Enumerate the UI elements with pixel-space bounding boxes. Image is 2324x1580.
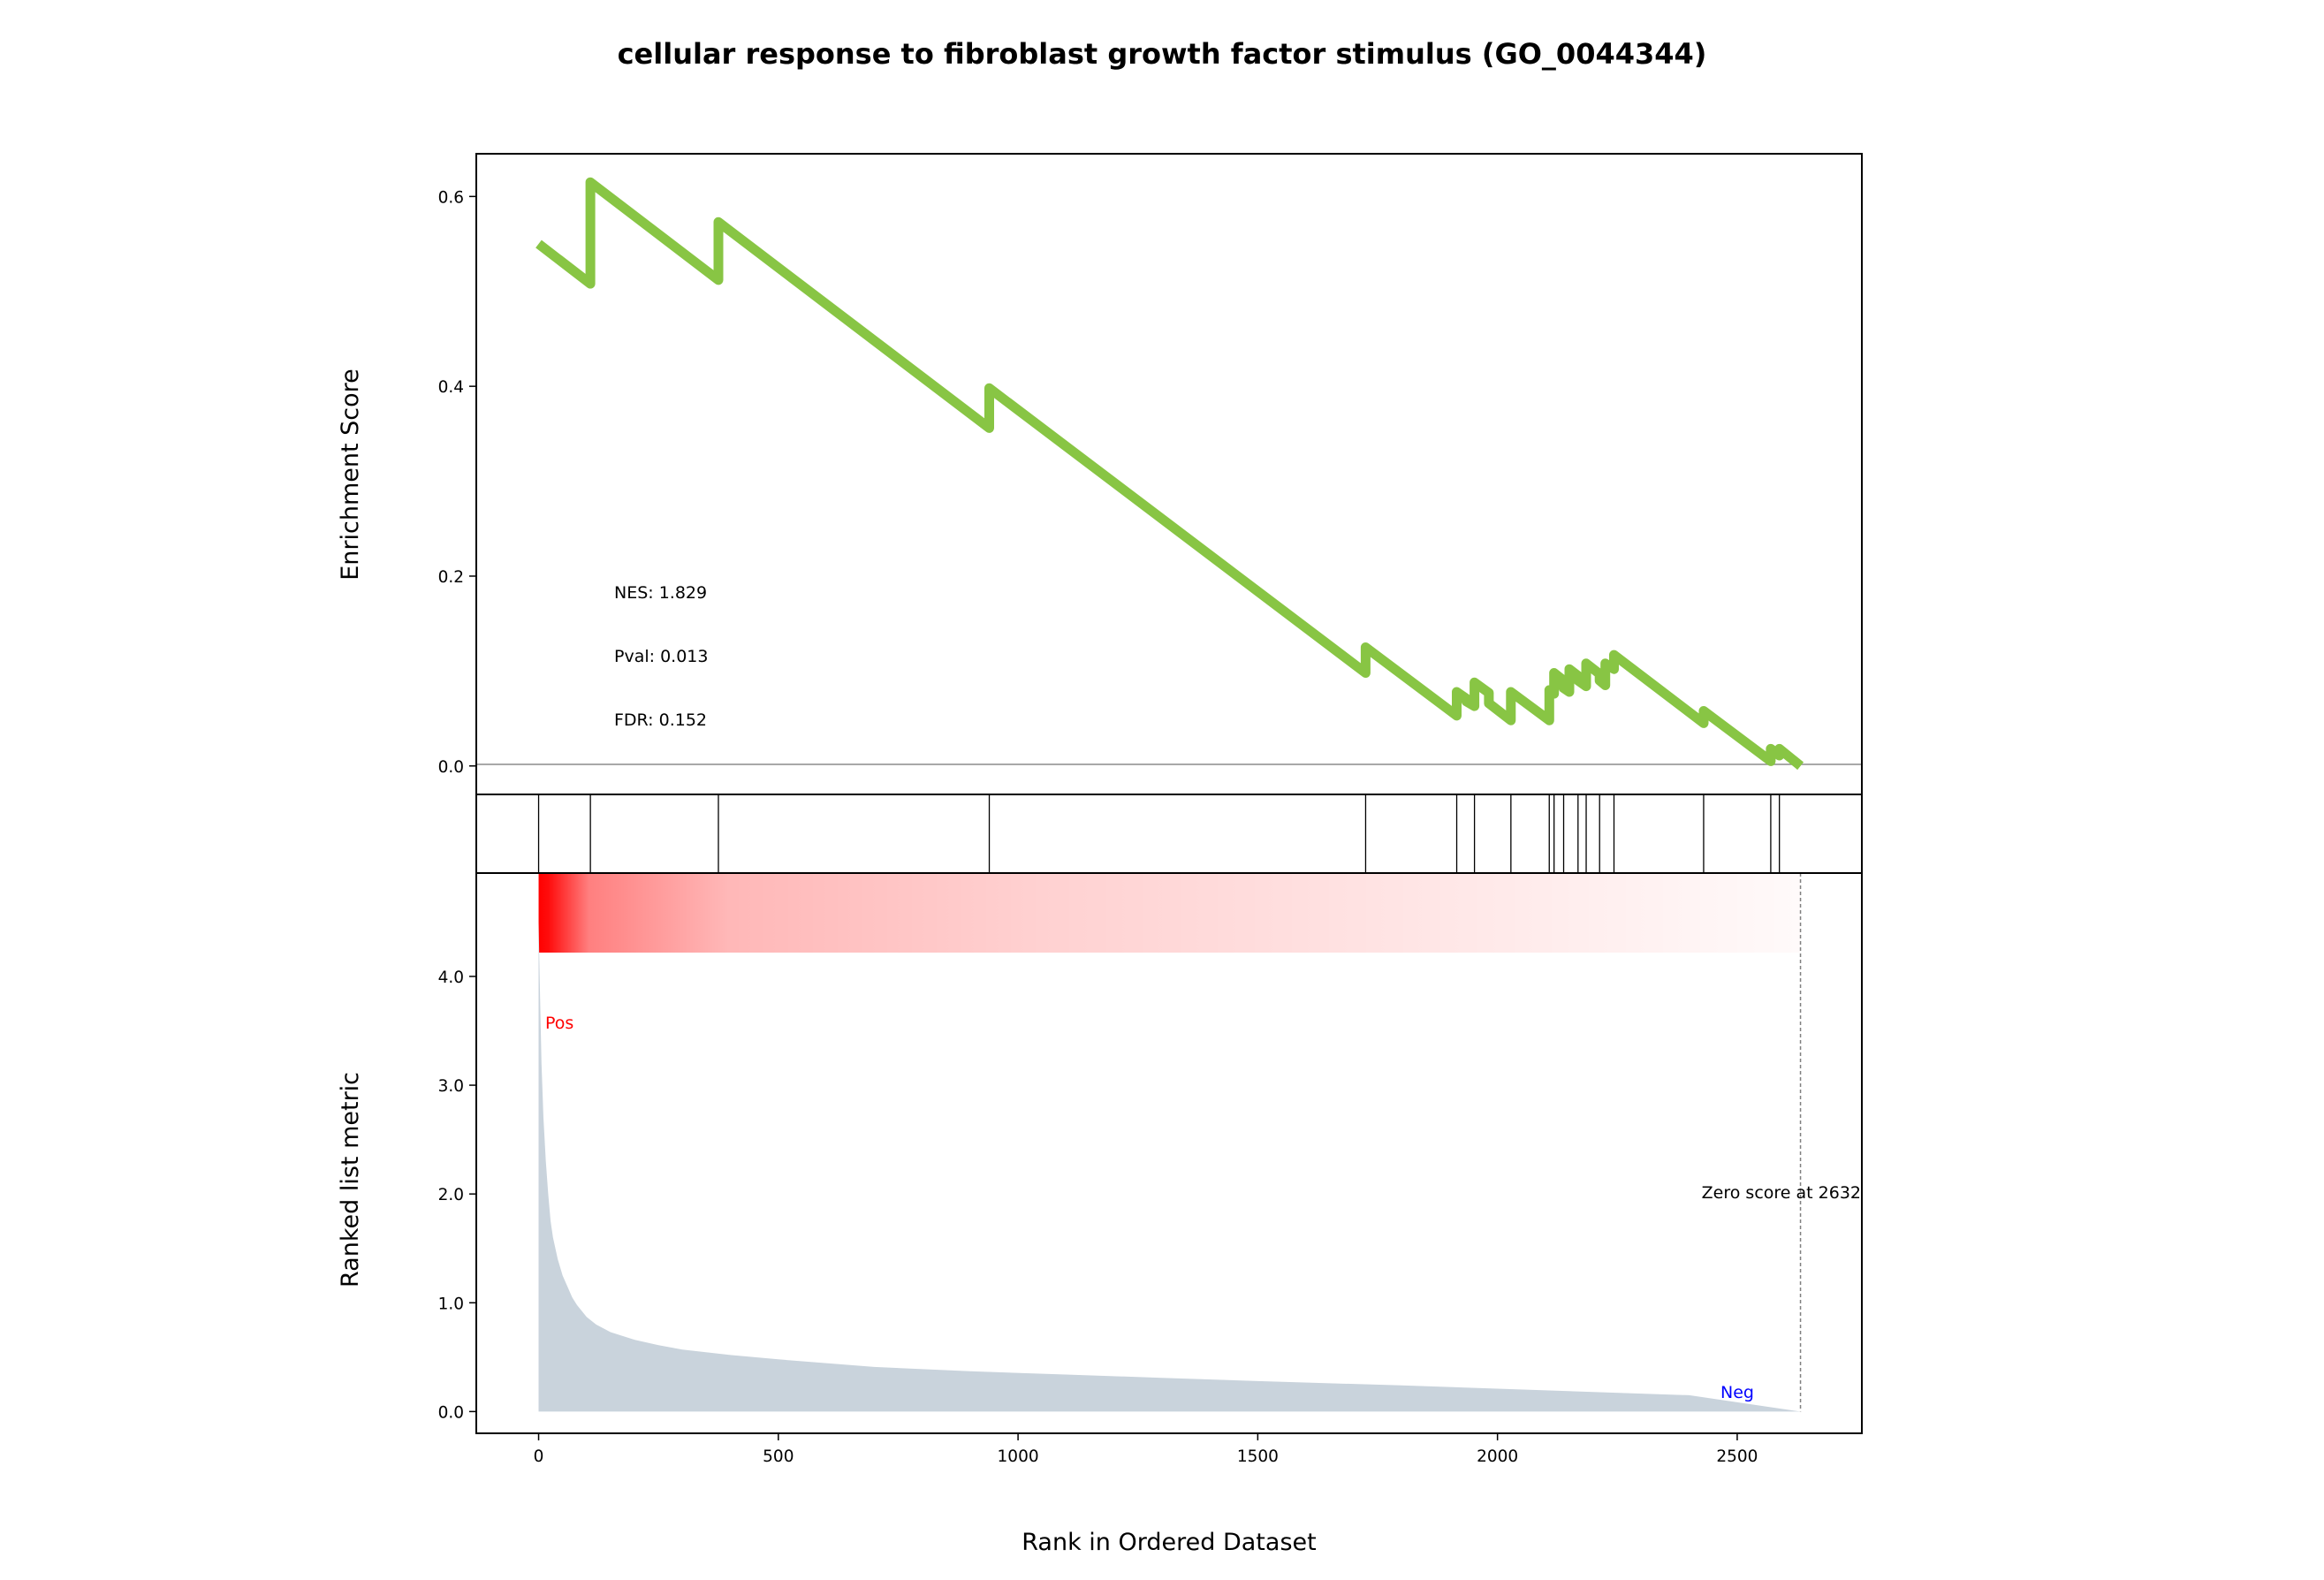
pval-label: Pval: 0.013: [614, 647, 708, 666]
ranked-metric-area: [538, 922, 1801, 1412]
chart-title: cellular response to fibroblast growth f…: [618, 37, 1707, 71]
metric-panel: 0.0 1.0 2.0 3.0 4.0 Ranked list metric Pos N…: [337, 872, 1863, 1434]
rank-gradient-bar: [538, 873, 1801, 953]
hits-panel-frame: [475, 794, 1863, 874]
es-y-axis: 0.0 0.2 0.4 0.6: [438, 188, 476, 777]
metric-y-axis-label: Ranked list metric: [337, 1072, 364, 1288]
metric-y-tick-label: 2.0: [438, 1186, 464, 1204]
zero-score-label: Zero score at 2632: [1702, 1183, 1861, 1203]
es-y-tick-label: 0.0: [438, 758, 464, 777]
hits-panel: [475, 794, 1863, 874]
x-tick-label: 500: [763, 1447, 794, 1466]
x-tick-label: 1000: [998, 1447, 1039, 1466]
running-es-line: [535, 177, 1804, 771]
metric-y-tick-label: 4.0: [438, 969, 464, 987]
es-y-tick-label: 0.6: [438, 188, 464, 207]
x-axis: 0 500 1000 1500 2000 2500: [534, 1433, 1758, 1466]
nes-label: NES: 1.829: [614, 583, 707, 603]
x-tick-label: 2500: [1716, 1447, 1758, 1466]
es-y-tick-label: 0.4: [438, 378, 464, 397]
es-y-tick-label: 0.2: [438, 568, 464, 587]
metric-y-axis: 0.0 1.0 2.0 3.0 4.0: [438, 969, 476, 1422]
fdr-label: FDR: 0.152: [614, 710, 707, 730]
metric-y-tick-label: 0.0: [438, 1403, 464, 1422]
es-panel: 0.0 0.2 0.4 0.6 Enrichment Score NES: 1.829…: [337, 153, 1863, 795]
metric-y-tick-label: 3.0: [438, 1077, 464, 1096]
gene-hit-markers: [537, 794, 1781, 873]
metric-panel-frame: [475, 872, 1863, 1434]
pos-label: Pos: [545, 1014, 573, 1033]
x-tick-label: 1500: [1237, 1447, 1279, 1466]
x-tick-label: 2000: [1477, 1447, 1518, 1466]
running-es-series: [535, 177, 1804, 771]
metric-y-tick-label: 1.0: [438, 1295, 464, 1313]
x-axis-label: Rank in Ordered Dataset: [1021, 1529, 1316, 1556]
x-tick-label: 0: [534, 1447, 544, 1466]
es-y-axis-label: Enrichment Score: [337, 368, 364, 581]
neg-label: Neg: [1720, 1383, 1754, 1402]
